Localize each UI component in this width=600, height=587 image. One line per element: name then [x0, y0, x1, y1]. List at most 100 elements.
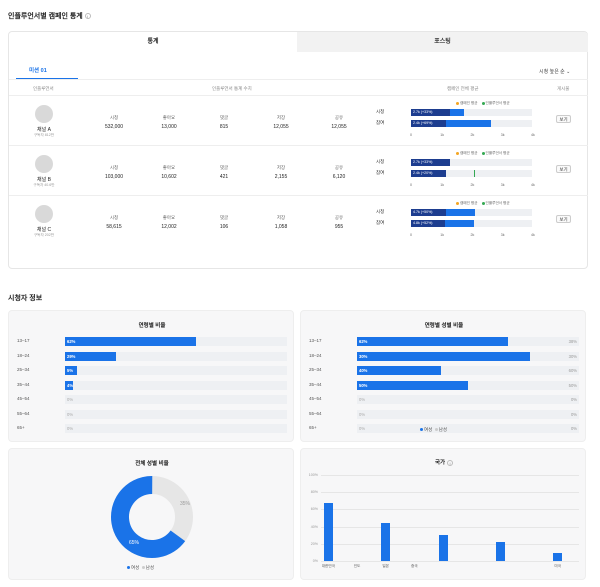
age-bar-male-value: 0%	[570, 426, 577, 431]
age-label: 65+	[309, 425, 317, 430]
age-bar-value: 4%	[67, 382, 74, 388]
info-icon[interactable]: i	[84, 13, 91, 20]
legend-campaign-dot	[456, 201, 459, 205]
avg-legend: 캠페인 평균 인플루언서 평균	[456, 151, 510, 156]
sort-dropdown[interactable]: 시청 높은 순 ⌄	[539, 68, 570, 75]
y-tick-label: 100%	[308, 473, 318, 477]
age-label: 25–34	[309, 367, 322, 372]
country-bar	[495, 542, 505, 561]
metric-bar-value: 2.7k (+33%)	[411, 159, 450, 166]
country-label: 대한민국	[321, 564, 335, 568]
channel-name: 채널 A	[37, 127, 51, 133]
country-label: 인도	[353, 564, 361, 568]
stat-value: 6,120	[332, 174, 346, 180]
channel-subscribers: 구독자 202만	[33, 233, 55, 237]
legend-influencer-dot	[481, 201, 485, 205]
age-label: 55–64	[17, 410, 30, 416]
gender-donut-chart: 65% 35%	[111, 476, 193, 558]
stat-label: 공유	[334, 165, 344, 170]
age-bar-track	[357, 424, 579, 433]
legend-female-dot	[127, 566, 130, 570]
axis-tick: 3k	[500, 183, 505, 187]
y-tick-label: 60%	[310, 507, 318, 512]
y-tick-label: 0%	[312, 559, 318, 563]
y-tick-label: 80%	[310, 490, 318, 495]
country-bar	[381, 523, 391, 561]
axis-tick: 1k	[440, 133, 445, 137]
age-bar-track	[357, 409, 579, 419]
gridline	[321, 526, 579, 528]
info-icon[interactable]: i	[447, 459, 454, 466]
age-bar-value: 0%	[67, 426, 74, 431]
age-bar-value: 5%	[67, 368, 74, 373]
age-bar-track	[357, 395, 579, 404]
metric-label: 시청	[376, 109, 385, 114]
metric-bar-value: 2.4k (+69%)	[411, 120, 447, 127]
stat-label: 시청	[109, 215, 119, 220]
country-panel: 국가 i 100% 80% 60% 40% 20% 0% 대한민국 인도 일본 중국 미국	[300, 448, 586, 580]
stat-value: 12,055	[273, 124, 289, 130]
metric-bar-track	[411, 109, 532, 116]
donut-female-label: 65%	[129, 540, 140, 546]
channel-row: 채널 A 구독자 812만 시청 532,000 좋아요 13,000 댓글 815 저장 12,…	[9, 96, 588, 146]
age-bar-value: 40%	[359, 368, 368, 373]
age-label: 13–17	[309, 338, 322, 343]
influencer-avg-marker	[473, 170, 476, 177]
axis-tick: 4k	[531, 233, 535, 237]
stat-label: 시청	[109, 115, 119, 120]
age-bar-track	[357, 366, 579, 375]
legend-campaign-label: 캠페인 평균	[460, 101, 478, 105]
age-bar-track	[65, 395, 287, 404]
legend-male-label: 남성	[145, 565, 155, 570]
age-bar-track	[65, 409, 287, 419]
gridline	[321, 561, 579, 562]
stat-value: 106	[219, 224, 229, 230]
channel-subscribers: 구독자 812만	[33, 133, 55, 137]
tab-mission-01[interactable]: 미션 01	[29, 68, 47, 74]
metric-label: 시청	[376, 209, 385, 214]
age-bar-male-value: 0%	[570, 411, 577, 417]
stat-label: 공유	[334, 215, 344, 220]
stat-label: 댓글	[219, 115, 229, 120]
section-title-audience: 시청자 정보	[8, 295, 43, 302]
y-tick-label: 20%	[310, 541, 318, 546]
stat-value: 2,155	[274, 174, 288, 180]
stat-label: 댓글	[219, 215, 229, 220]
stat-value: 421	[219, 174, 229, 180]
age-bar-track	[65, 366, 287, 375]
tab-posting[interactable]: 포스팅	[297, 32, 588, 52]
divider	[9, 79, 588, 80]
age-label: 45–54	[17, 396, 30, 401]
age-label: 45–54	[309, 396, 322, 401]
stat-value: 10,602	[161, 174, 177, 180]
legend-campaign-label: 캠페인 평균	[460, 151, 478, 155]
header-post: 게시물	[557, 86, 570, 91]
metric-bar-fill	[411, 120, 491, 127]
legend-male-dot	[141, 566, 145, 570]
axis-tick: 0	[410, 133, 412, 137]
stat-value: 58,615	[106, 224, 122, 230]
y-tick-label: 40%	[310, 524, 318, 529]
view-button[interactable]: 보기	[556, 215, 571, 223]
age-label: 65+	[17, 425, 25, 430]
metric-bar-value: 4.8k (+52%)	[411, 220, 445, 227]
view-button[interactable]: 보기	[556, 115, 571, 123]
age-bar-value: 29%	[67, 353, 76, 359]
avatar	[35, 105, 53, 123]
legend-female-dot	[420, 428, 423, 432]
gender-ratio-title: 전체 성별 비율	[135, 461, 169, 467]
age-bar-fill	[65, 337, 196, 346]
legend-male-dot	[434, 428, 438, 432]
country-bar	[323, 502, 333, 561]
age-gender-legend: 여성 남성	[420, 427, 447, 433]
metric-bar-value: 2.7k (+33%)	[411, 109, 451, 116]
tab-stats[interactable]: 통계	[9, 32, 297, 52]
stat-value: 532,000	[104, 124, 124, 130]
legend-male-label: 남성	[438, 427, 448, 432]
gridline	[321, 492, 579, 493]
age-label: 13–17	[17, 338, 30, 343]
view-button[interactable]: 보기	[556, 165, 571, 173]
age-bar-fill	[65, 351, 117, 361]
age-bar-value: 0%	[359, 426, 366, 431]
country-title: 국가 i	[301, 458, 587, 466]
